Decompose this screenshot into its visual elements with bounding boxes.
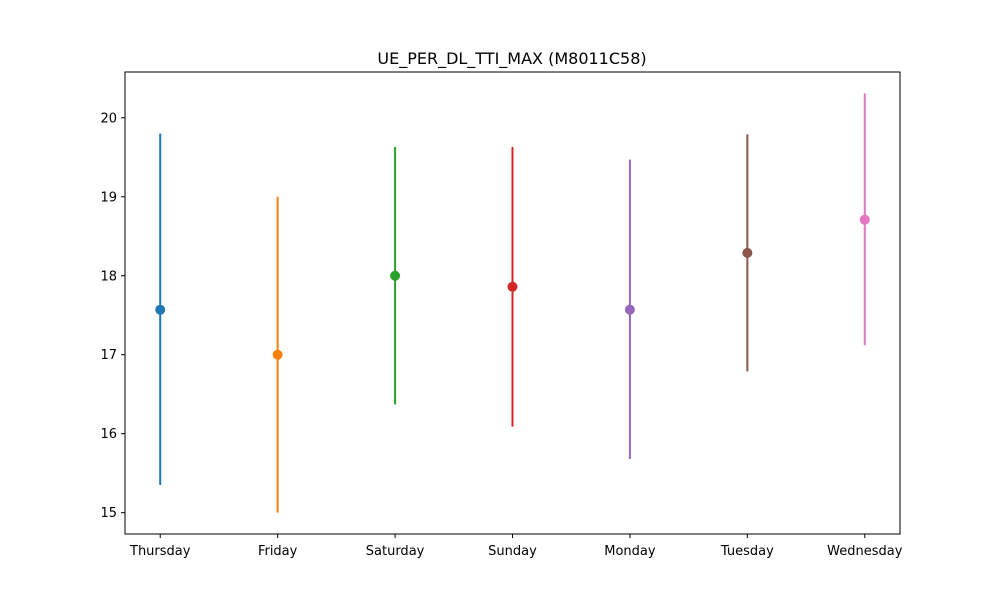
data-point-sunday — [507, 281, 518, 292]
y-tick-label: 17 — [100, 348, 117, 363]
x-axis: Thursday Friday Saturday Sunday Monday Tuesda… — [129, 534, 903, 559]
x-tick-label: Friday — [258, 544, 298, 559]
x-tick-label: Wednesday — [827, 544, 903, 559]
y-axis: 15 16 17 18 19 20 — [100, 111, 125, 521]
x-tick-label: Thursday — [129, 544, 191, 559]
y-tick-label: 18 — [100, 269, 117, 284]
data-point-saturday — [390, 270, 401, 281]
data-point-friday — [272, 349, 283, 360]
y-tick-label: 19 — [100, 190, 117, 205]
x-tick-label: Saturday — [366, 544, 425, 559]
data-marks — [155, 93, 870, 513]
y-tick-label: 16 — [100, 427, 117, 442]
data-point-thursday — [155, 304, 166, 315]
data-point-wednesday — [859, 214, 870, 225]
x-tick-label: Monday — [604, 544, 656, 559]
y-tick-label: 20 — [100, 111, 117, 126]
x-tick-label: Sunday — [488, 544, 537, 559]
chart-title: UE_PER_DL_TTI_MAX (M8011C58) — [377, 49, 646, 69]
data-point-monday — [624, 304, 635, 315]
y-tick-label: 15 — [100, 506, 117, 521]
data-point-tuesday — [742, 247, 753, 258]
x-tick-label: Tuesday — [720, 544, 774, 559]
